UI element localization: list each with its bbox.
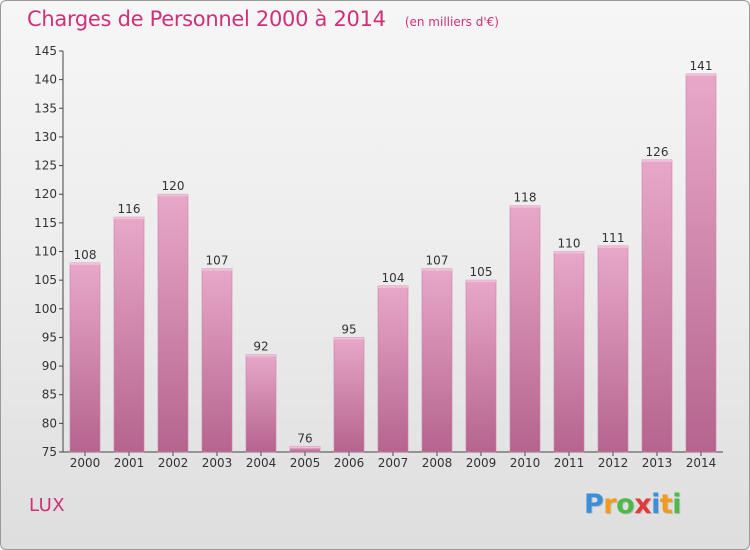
logo-letter: i bbox=[672, 489, 682, 520]
chart-subtitle: (en milliers d'€) bbox=[404, 15, 499, 29]
bar bbox=[377, 285, 409, 453]
x-tick-label: 2013 bbox=[642, 456, 673, 470]
bar-cap bbox=[290, 446, 320, 449]
value-label: 118 bbox=[514, 191, 537, 205]
y-tick-label: 75 bbox=[42, 445, 57, 459]
x-tick-label: 2008 bbox=[422, 456, 453, 470]
bar bbox=[333, 337, 365, 453]
value-label: 108 bbox=[74, 248, 97, 262]
y-tick-label: 85 bbox=[42, 388, 57, 402]
y-tick-label: 135 bbox=[34, 101, 57, 115]
y-tick-label: 105 bbox=[34, 273, 57, 287]
y-tick-label: 115 bbox=[34, 216, 57, 230]
bar-cap bbox=[598, 245, 628, 248]
bar-cap bbox=[422, 268, 452, 271]
x-tick-label: 2010 bbox=[510, 456, 541, 470]
bar-cap bbox=[246, 354, 276, 357]
chart-title: Charges de Personnel 2000 à 2014 bbox=[27, 7, 386, 31]
x-tick-label: 2000 bbox=[70, 456, 101, 470]
bar-cap bbox=[202, 268, 232, 271]
y-tick-label: 110 bbox=[34, 245, 57, 259]
y-tick-label: 130 bbox=[34, 130, 57, 144]
bar bbox=[509, 205, 541, 453]
y-tick-label: 125 bbox=[34, 159, 57, 173]
axes: 75 80 85 90 95 100 105 110 115 120 125 130 135 140 145… bbox=[34, 44, 723, 470]
bar bbox=[113, 216, 145, 453]
y-tick-label: 140 bbox=[34, 73, 57, 87]
value-label: 111 bbox=[602, 231, 625, 245]
bars bbox=[69, 73, 717, 453]
bar-cap bbox=[510, 205, 540, 208]
bar-cap bbox=[70, 262, 100, 265]
logo-letter: i bbox=[651, 489, 660, 520]
value-label: 104 bbox=[382, 271, 405, 285]
logo-letter: o bbox=[616, 489, 635, 520]
value-label: 110 bbox=[558, 237, 581, 251]
title-row: Charges de Personnel 2000 à 2014 (en mil… bbox=[27, 7, 499, 31]
y-tick-label: 145 bbox=[34, 44, 57, 58]
value-label: 120 bbox=[162, 179, 185, 193]
bar bbox=[641, 159, 673, 453]
bar bbox=[69, 262, 101, 453]
value-labels: 108 116 120 107 92 76 95 104 107 105 118 110 111 126 1… bbox=[74, 59, 713, 445]
y-tick-label: 120 bbox=[34, 187, 57, 201]
logo-letter: P bbox=[584, 489, 604, 520]
value-label: 126 bbox=[646, 145, 669, 159]
x-tick-label: 2001 bbox=[114, 456, 145, 470]
bar bbox=[201, 268, 233, 453]
logo-letter: x bbox=[634, 489, 652, 520]
value-label: 92 bbox=[253, 340, 268, 354]
bar bbox=[421, 268, 453, 453]
bar bbox=[157, 193, 189, 453]
y-tick-label: 95 bbox=[42, 330, 57, 344]
x-tick-label: 2004 bbox=[246, 456, 277, 470]
value-label: 95 bbox=[341, 322, 356, 336]
bar-cap bbox=[158, 194, 188, 197]
x-tick-label: 2009 bbox=[466, 456, 497, 470]
commune-label: LUX bbox=[29, 495, 66, 516]
logo-letter: r bbox=[603, 489, 617, 520]
bar-cap bbox=[642, 159, 672, 162]
bar bbox=[553, 251, 585, 453]
bar-cap bbox=[378, 285, 408, 288]
bar-cap bbox=[554, 251, 584, 254]
y-tick-label: 100 bbox=[34, 302, 57, 316]
x-tick-label: 2014 bbox=[686, 456, 717, 470]
x-tick-label: 2011 bbox=[554, 456, 585, 470]
x-tick-label: 2007 bbox=[378, 456, 409, 470]
x-tick-label: 2005 bbox=[290, 456, 321, 470]
proxiti-logo: Proxiti bbox=[584, 489, 682, 520]
y-tick-label: 80 bbox=[42, 416, 57, 430]
x-tick-label: 2003 bbox=[202, 456, 233, 470]
y-tick-label: 90 bbox=[42, 359, 57, 373]
x-tick-label: 2002 bbox=[158, 456, 189, 470]
bar bbox=[685, 73, 717, 453]
value-label: 107 bbox=[206, 254, 229, 268]
logo-letter: t bbox=[659, 489, 673, 520]
value-label: 116 bbox=[118, 202, 141, 216]
bar-cap bbox=[466, 280, 496, 283]
bar-cap bbox=[686, 73, 716, 76]
value-label: 141 bbox=[690, 59, 713, 73]
value-label: 76 bbox=[297, 431, 312, 445]
x-tick-label: 2006 bbox=[334, 456, 365, 470]
bar bbox=[465, 279, 497, 453]
bar-cap bbox=[334, 337, 364, 340]
bar bbox=[597, 245, 629, 453]
value-label: 107 bbox=[426, 254, 449, 268]
bar bbox=[245, 354, 277, 453]
value-label: 105 bbox=[470, 265, 493, 279]
x-tick-label: 2012 bbox=[598, 456, 629, 470]
bar-cap bbox=[114, 217, 144, 220]
